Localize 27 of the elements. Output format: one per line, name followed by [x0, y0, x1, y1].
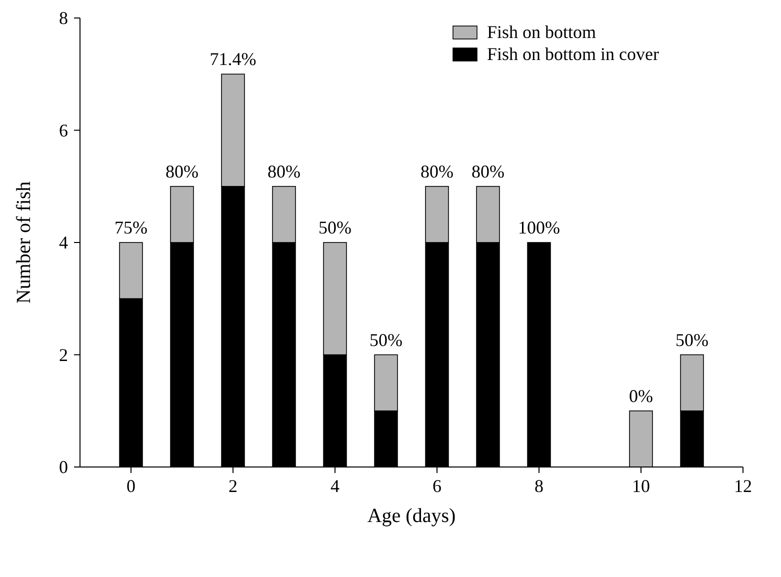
y-tick-label: 6	[59, 120, 68, 140]
x-axis-title: Age (days)	[367, 505, 456, 527]
legend-label: Fish on bottom	[487, 22, 596, 42]
x-tick-label: 8	[534, 476, 544, 496]
annotation: 71.4%	[210, 49, 256, 70]
annotation: 50%	[676, 330, 708, 350]
annotation: 0%	[629, 386, 653, 406]
annotation: 50%	[370, 330, 402, 350]
annotation: 100%	[518, 218, 560, 238]
y-tick-label: 2	[59, 344, 68, 365]
x-tick-label: 10	[632, 476, 650, 496]
x-tick-label: 12	[734, 476, 752, 496]
y-tick-label: 0	[59, 457, 68, 477]
x-tick-label: 4	[330, 476, 340, 496]
x-tick-label: 2	[228, 476, 238, 496]
x-tick-label: 0	[126, 476, 136, 496]
annotation: 80%	[472, 161, 504, 182]
annotation: 80%	[420, 161, 454, 182]
annotation: 50%	[318, 218, 352, 238]
x-tick-label: 6	[432, 476, 442, 496]
legend-label: Fish on bottom in cover	[487, 44, 659, 64]
y-tick-label: 8	[59, 8, 68, 28]
annotation: 75%	[114, 218, 148, 238]
y-axis-title: Number of fish	[13, 181, 35, 304]
annotation: 80%	[166, 161, 198, 182]
y-tick-label: 4	[59, 232, 68, 252]
annotation: 80%	[268, 161, 300, 182]
